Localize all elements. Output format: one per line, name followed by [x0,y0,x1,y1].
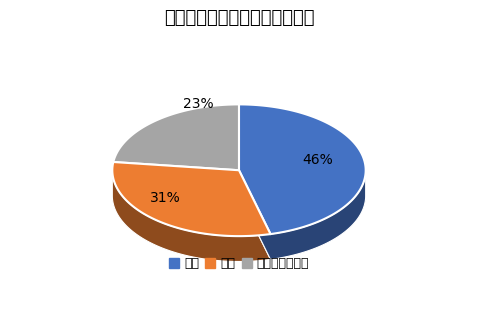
Polygon shape [239,104,366,234]
Text: ハイエースの価格の満足度調査: ハイエースの価格の満足度調査 [164,9,314,27]
Legend: 満足, 不満, どちらでもない: 満足, 不満, どちらでもない [164,252,314,276]
Text: 31%: 31% [150,191,181,205]
Text: 46%: 46% [302,153,333,167]
Text: 23%: 23% [183,97,214,111]
Polygon shape [112,162,271,236]
Polygon shape [112,170,271,261]
Polygon shape [113,104,239,170]
Polygon shape [239,170,366,260]
